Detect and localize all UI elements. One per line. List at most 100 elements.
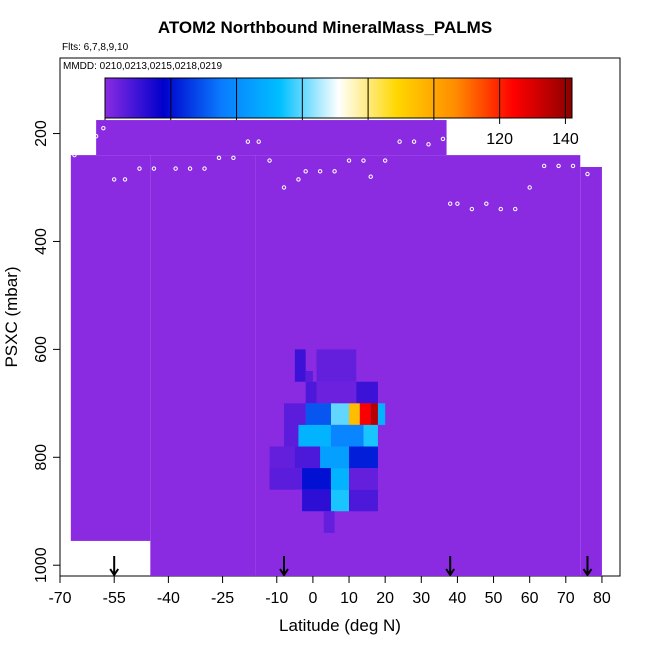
heatmap-cell: [302, 489, 331, 512]
flight-track-point: [484, 201, 489, 206]
flight-track-point: [111, 177, 117, 182]
x-tick-label: 50: [485, 590, 503, 607]
heatmap-cell: [269, 468, 303, 490]
coverage-region: [150, 155, 256, 576]
heatmap-cell: [316, 349, 357, 382]
y-tick-label: 200: [33, 120, 50, 147]
flight-track-point: [93, 134, 99, 139]
y-axis: 200 400 600 800 1000: [33, 120, 60, 583]
plot-area: [70, 120, 602, 576]
takeoff-arrow: [582, 556, 593, 577]
flight-track-point: [173, 166, 178, 171]
flight-track-point: [79, 136, 84, 142]
dates-note: MMDD: 0210,0213,0215,0218,0219: [63, 61, 223, 72]
takeoff-arrow: [445, 556, 456, 577]
x-tick-label: 20: [376, 590, 394, 607]
flight-track-point: [469, 206, 475, 212]
heatmap-cell: [356, 381, 378, 404]
heatmap-cell: [359, 403, 371, 425]
heatmap-cell: [330, 424, 364, 447]
flight-track-point: [303, 169, 308, 174]
heatmap-cell: [305, 370, 313, 382]
x-tick-label: 10: [340, 590, 358, 607]
flight-track-point: [202, 166, 207, 171]
flight-track-point: [585, 171, 590, 177]
flight-track-point: [281, 185, 287, 190]
heatmap-cell: [349, 446, 378, 469]
flight-track-point: [361, 158, 366, 163]
flight-track-point: [72, 152, 77, 158]
coverage-region: [96, 120, 447, 156]
flight-track-point: [122, 177, 128, 182]
x-tick-label: 40: [449, 590, 467, 607]
flight-track-point: [332, 169, 337, 174]
colorbar: [104, 77, 573, 119]
flight-track-point: [570, 163, 576, 169]
x-tick-label: 30: [412, 590, 430, 607]
heatmap-cell: [298, 424, 331, 447]
flight-track-point: [368, 174, 373, 179]
flight-track-point: [187, 166, 193, 171]
heatmap-cell: [363, 424, 378, 447]
flight-track-point: [513, 206, 518, 212]
x-tick-label: -10: [265, 590, 288, 607]
heatmap-cell: [294, 349, 306, 382]
heatmap-cell: [284, 424, 299, 447]
y-tick-label: 400: [33, 228, 50, 255]
heatmap-cell: [294, 446, 321, 469]
coverage-region: [70, 155, 151, 541]
x-tick-label: 0: [308, 590, 317, 607]
colorbar-tick-label: 140: [552, 131, 579, 148]
heatmap-cell: [305, 403, 331, 425]
x-tick-label: 80: [593, 590, 611, 607]
x-tick-label: -70: [48, 590, 71, 607]
y-tick-label: 1000: [33, 547, 50, 583]
heatmap-cell: [330, 403, 350, 425]
flight-track-point: [447, 201, 453, 206]
y-tick-label: 600: [33, 336, 50, 363]
flight-track-point: [137, 166, 142, 171]
flight-track-point: [382, 158, 388, 163]
heatmap-cell: [320, 446, 350, 469]
x-tick-label: 60: [521, 590, 539, 607]
colorbar-gradient: [104, 77, 573, 119]
takeoff-arrow: [109, 556, 120, 577]
heatmap-cell: [269, 446, 295, 469]
takeoff-arrows: [109, 556, 593, 577]
heatmap-cell: [349, 468, 378, 490]
heatmap-cell: [370, 403, 378, 425]
flight-track-point: [296, 177, 301, 182]
heatmap-cell: [377, 403, 386, 425]
flight-track-point: [440, 136, 446, 142]
flight-track-point: [541, 163, 547, 169]
heatmap-cell: [349, 403, 360, 425]
x-tick-label: -40: [157, 590, 180, 607]
colorbar-tick-label: 120: [486, 131, 513, 148]
flight-track-point: [426, 142, 431, 147]
flight-track-point: [527, 185, 532, 190]
flight-track-point: [556, 163, 561, 169]
y-tick-label: 800: [33, 444, 50, 471]
x-axis: -70 -55 -40 -25 -10 0 10 20 30 40 50 60 70 80: [48, 576, 611, 607]
flight-track-point: [498, 206, 503, 212]
heatmap-cell: [330, 489, 350, 512]
chart-title: ATOM2 Northbound MineralMass_PALMS: [157, 18, 493, 37]
flight-track-point: [256, 139, 261, 144]
x-tick-label: 70: [557, 590, 575, 607]
flight-track-point: [411, 139, 417, 144]
flight-track-point: [397, 139, 402, 144]
flight-track-point: [245, 139, 251, 144]
flights-note: Flts: 6,7,8,9,10: [62, 42, 129, 53]
flight-track-point: [216, 155, 222, 161]
x-tick-label: -55: [103, 590, 126, 607]
heatmap-cell: [305, 381, 317, 404]
heatmap-cell: [302, 468, 331, 490]
heatmap-cell: [330, 468, 350, 490]
heatmap-cell: [316, 381, 357, 404]
heatmap-cell: [323, 511, 335, 533]
flight-track-point: [455, 201, 460, 206]
heatmap-cell: [349, 489, 378, 512]
x-axis-label: Latitude (deg N): [279, 616, 401, 635]
heatmap-cell: [284, 403, 306, 425]
